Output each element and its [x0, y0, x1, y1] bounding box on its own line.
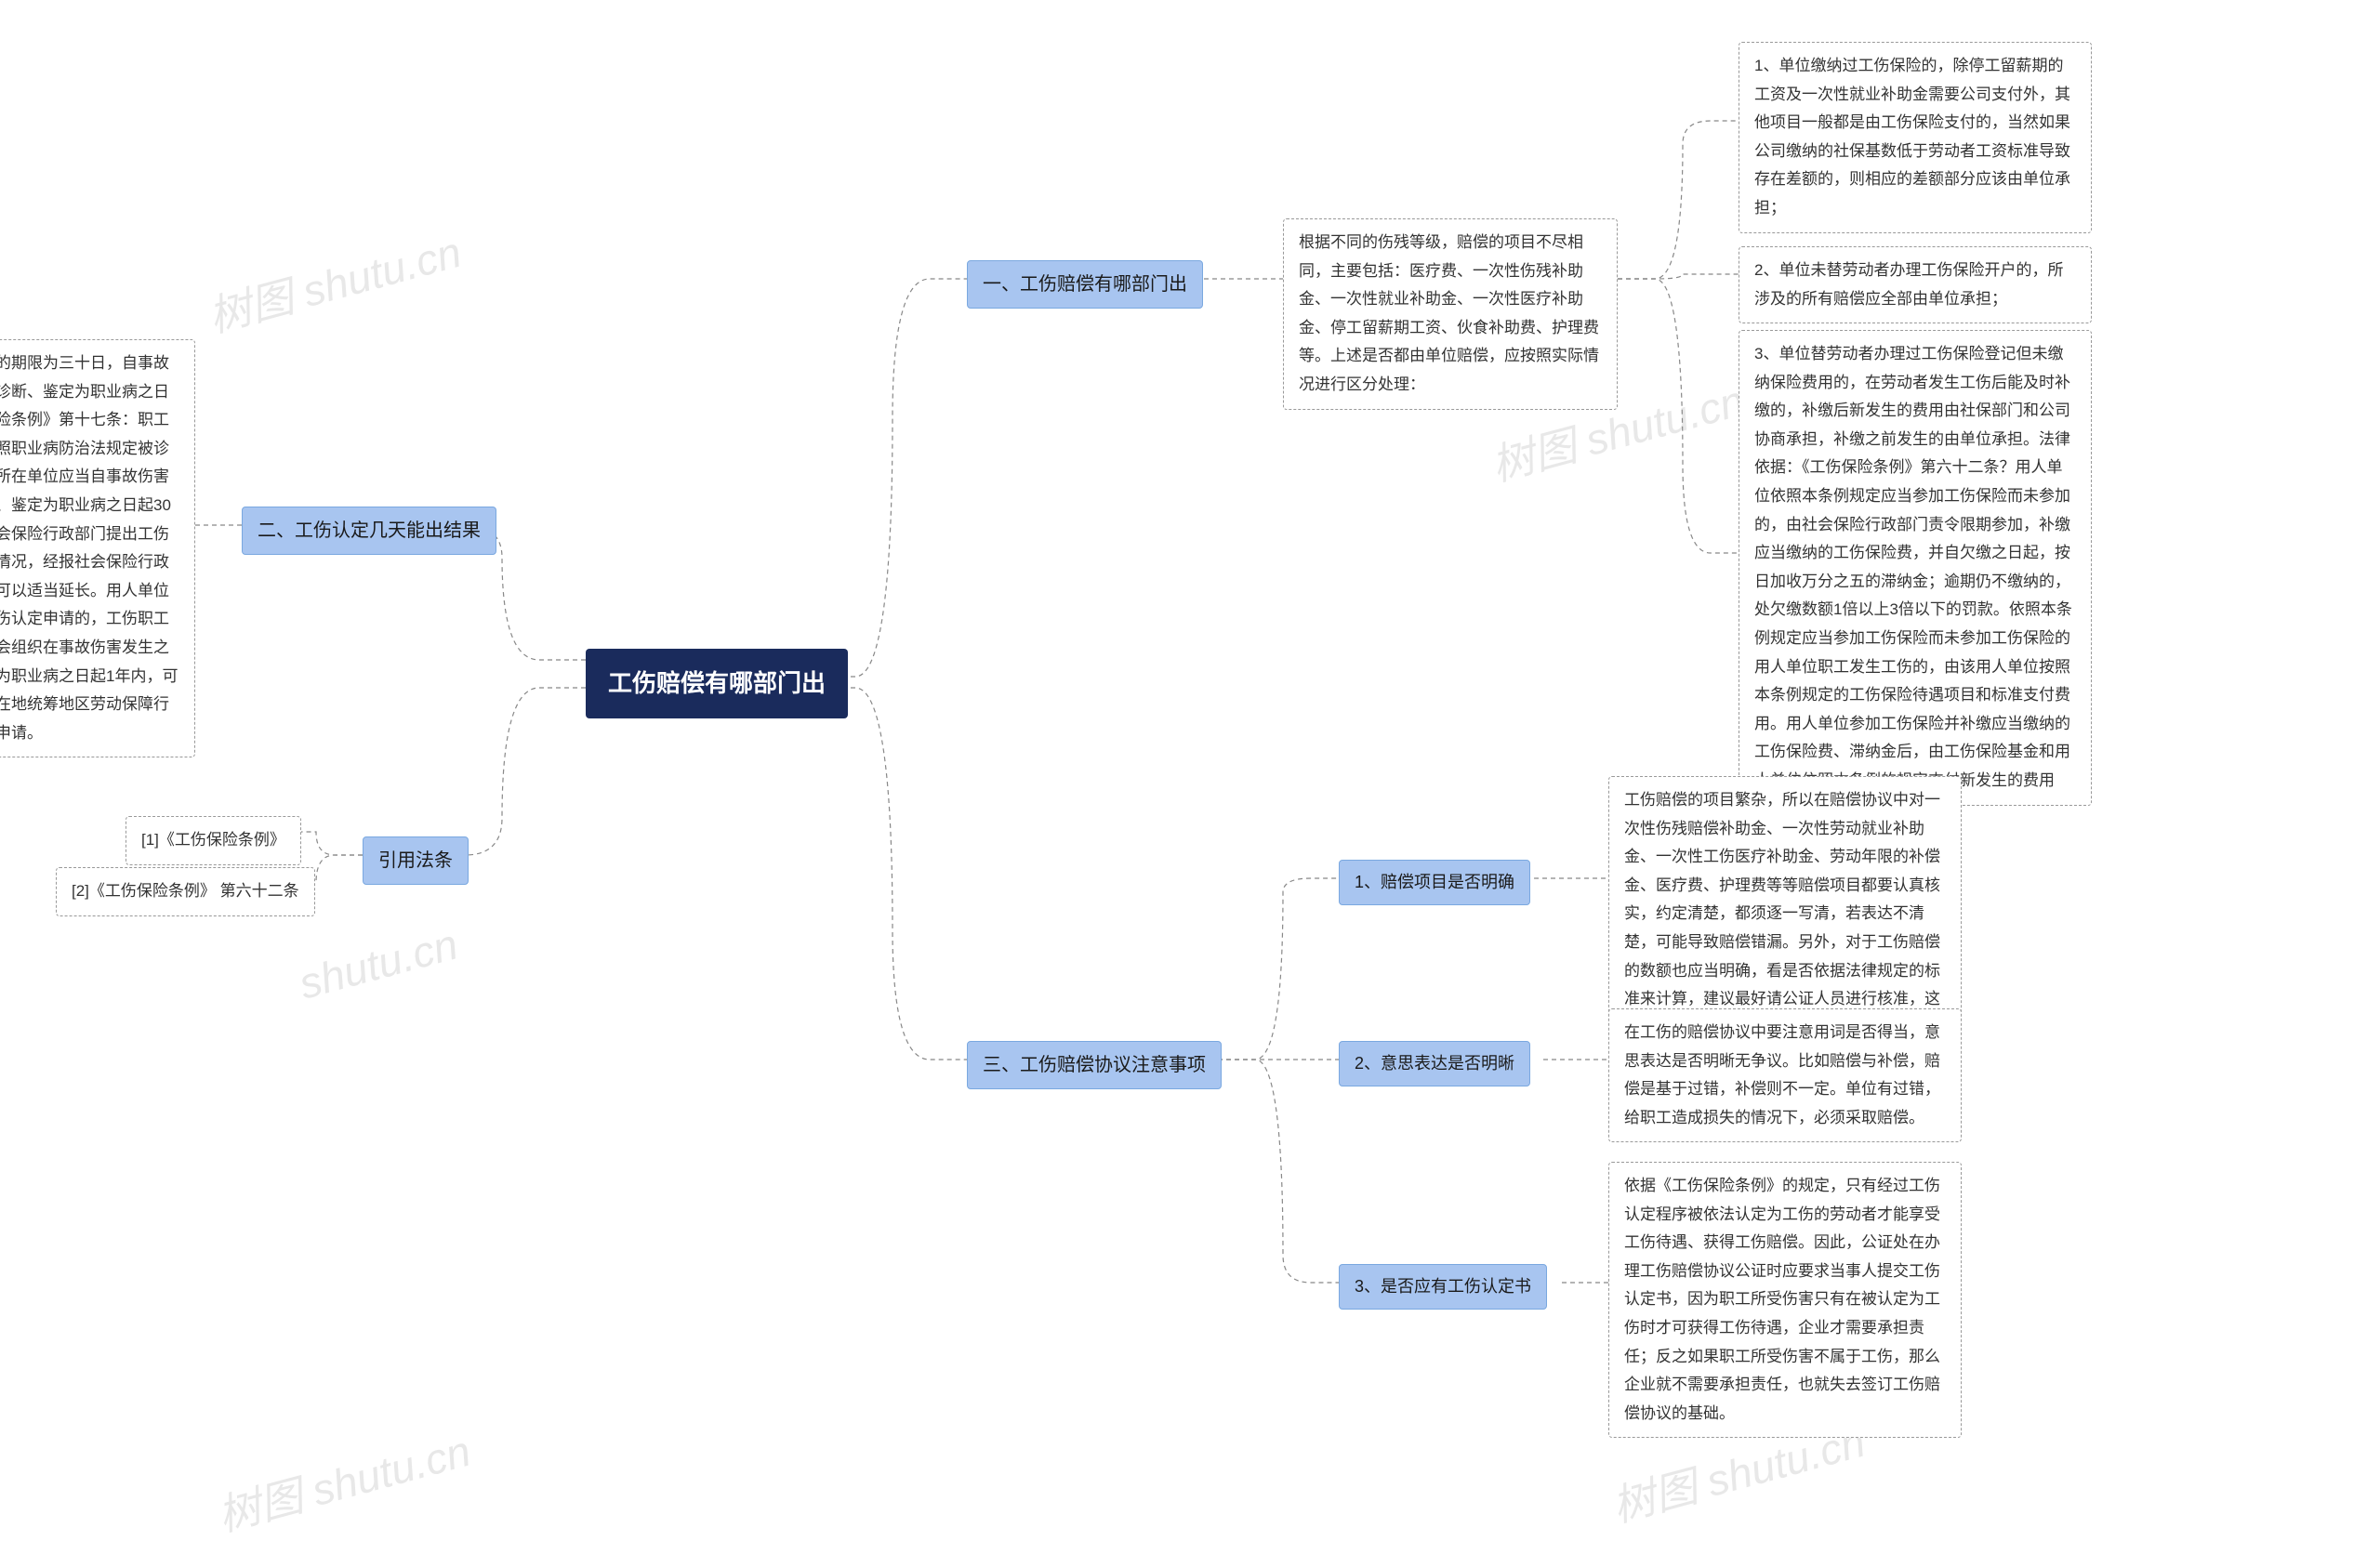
leaf-b1-2: 2、单位未替劳动者办理工伤保险开户的，所涉及的所有赔偿应全部由单位承担； — [1739, 246, 2092, 323]
branch-references[interactable]: 引用法条 — [363, 836, 469, 885]
leaf-b1-3: 3、单位替劳动者办理过工伤保险登记但未缴纳保险费用的，在劳动者发生工伤后能及时补… — [1739, 330, 2092, 806]
leaf-ref-1: [1]《工伤保险条例》 — [126, 816, 301, 865]
leaf-ref-2: [2]《工伤保险条例》 第六十二条 — [56, 867, 315, 916]
branch-section-2[interactable]: 二、工伤认定几天能出结果 — [242, 507, 496, 555]
watermark: shutu.cn — [294, 918, 463, 1008]
sub-b3-3[interactable]: 3、是否应有工伤认定书 — [1339, 1264, 1547, 1310]
watermark: 树图 shutu.cn — [201, 218, 467, 345]
leaf-b1-intro: 根据不同的伤残等级，赔偿的项目不尽相同，主要包括：医疗费、一次性伤残补助金、一次… — [1283, 218, 1618, 410]
sub-b3-1[interactable]: 1、赔偿项目是否明确 — [1339, 860, 1530, 905]
leaf-b3-3-text: 依据《工伤保险条例》的规定，只有经过工伤认定程序被依法认定为工伤的劳动者才能享受… — [1608, 1162, 1962, 1438]
leaf-b1-1: 1、单位缴纳过工伤保险的，除停工留薪期的工资及一次性就业补助金需要公司支付外，其… — [1739, 42, 2092, 233]
branch-section-1[interactable]: 一、工伤赔偿有哪部门出 — [967, 260, 1203, 309]
sub-b3-2[interactable]: 2、意思表达是否明晰 — [1339, 1041, 1530, 1086]
branch-section-3[interactable]: 三、工伤赔偿协议注意事项 — [967, 1041, 1222, 1089]
mindmap-root[interactable]: 工伤赔偿有哪部门出 — [586, 649, 848, 718]
leaf-b2-text: 法律规定，工伤认定的期限为三十日，自事故伤害发生之日或者被诊断、鉴定为职业病之日… — [0, 339, 195, 757]
leaf-b3-2-text: 在工伤的赔偿协议中要注意用词是否得当，意思表达是否明晰无争议。比如赔偿与补偿，赔… — [1608, 1008, 1962, 1142]
watermark: 树图 shutu.cn — [210, 1417, 476, 1544]
